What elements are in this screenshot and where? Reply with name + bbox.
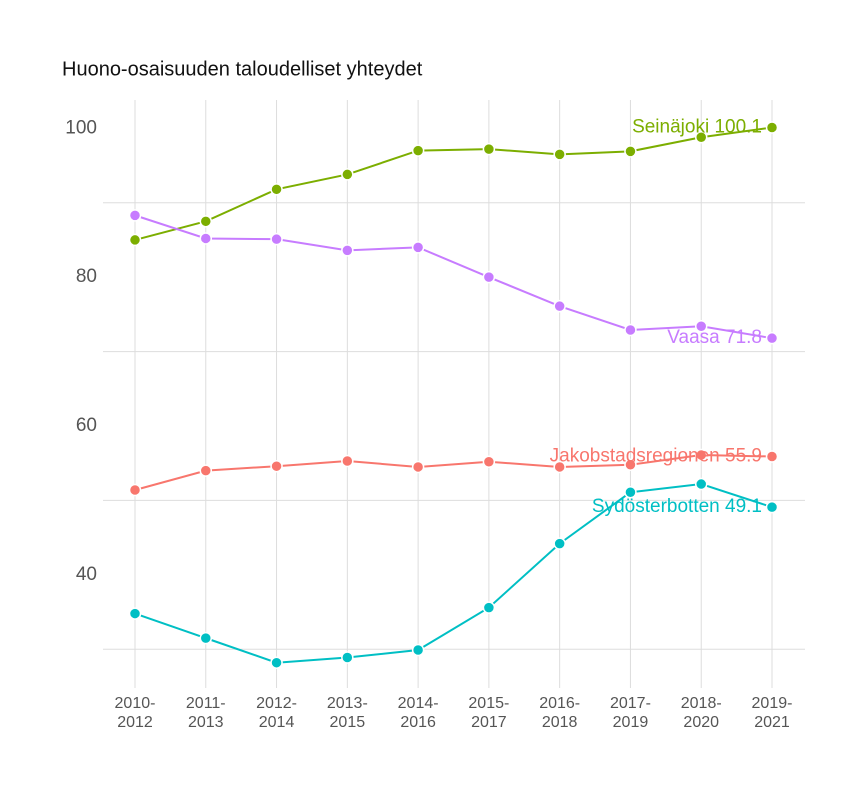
series-line bbox=[134, 483, 773, 664]
point bbox=[694, 130, 708, 144]
point bbox=[482, 142, 496, 156]
x-tick-label: 2017-2019 bbox=[609, 695, 651, 731]
point bbox=[199, 631, 213, 645]
point bbox=[482, 270, 496, 284]
x-tick-label: 2010-2012 bbox=[114, 695, 156, 731]
point bbox=[553, 299, 566, 313]
point bbox=[128, 483, 142, 497]
point bbox=[411, 460, 425, 474]
series-line bbox=[134, 454, 773, 491]
point bbox=[341, 244, 354, 257]
point bbox=[624, 145, 637, 158]
point bbox=[765, 450, 779, 463]
point bbox=[411, 643, 425, 657]
series-label: Jakobstadsregionen 55.9 bbox=[550, 446, 762, 467]
point bbox=[128, 233, 142, 247]
series-line bbox=[134, 214, 773, 340]
x-tick-label: 2012-2014 bbox=[256, 695, 297, 731]
point bbox=[270, 459, 283, 473]
y-tick-label: 60 bbox=[76, 415, 97, 436]
x-tick-label: 2016-2018 bbox=[539, 695, 581, 731]
point bbox=[411, 241, 425, 254]
point bbox=[694, 448, 708, 462]
point bbox=[765, 121, 779, 134]
point bbox=[694, 320, 708, 333]
point bbox=[482, 455, 496, 468]
y-tick-label: 100 bbox=[65, 117, 97, 138]
point bbox=[341, 168, 354, 181]
x-tick-label: 2011-2013 bbox=[185, 695, 226, 731]
point bbox=[553, 460, 566, 474]
point bbox=[553, 537, 566, 550]
point bbox=[553, 148, 566, 161]
point bbox=[128, 209, 142, 222]
point bbox=[765, 500, 779, 514]
point bbox=[341, 651, 354, 664]
x-tick-label: 2014-2016 bbox=[397, 695, 439, 731]
x-tick-label: 2015-2017 bbox=[468, 695, 510, 731]
point bbox=[270, 183, 283, 196]
point bbox=[765, 331, 779, 345]
point bbox=[624, 485, 637, 499]
series-label: Seinäjoki 100.1 bbox=[632, 117, 762, 138]
point bbox=[694, 477, 708, 491]
series-line bbox=[134, 126, 773, 241]
series-label: Sydösterbotten 49.1 bbox=[592, 496, 762, 517]
x-tick-label: 2019-2021 bbox=[751, 695, 793, 731]
point bbox=[624, 458, 637, 471]
series-label: Vaasa 71.8 bbox=[667, 327, 762, 348]
x-tick-label: 2013-2015 bbox=[326, 695, 368, 731]
point bbox=[199, 215, 213, 228]
point bbox=[341, 454, 354, 468]
point bbox=[270, 232, 283, 246]
point bbox=[411, 144, 425, 157]
point bbox=[624, 323, 637, 337]
x-tick-label: 2018-2020 bbox=[680, 695, 722, 731]
point bbox=[128, 607, 142, 620]
point bbox=[199, 464, 213, 477]
y-tick-label: 40 bbox=[76, 564, 97, 585]
point bbox=[270, 656, 283, 669]
point bbox=[199, 232, 213, 245]
y-tick-label: 80 bbox=[76, 266, 97, 287]
point bbox=[482, 601, 496, 614]
chart-title: Huono-osaisuuden taloudelliset yhteydet bbox=[62, 58, 423, 80]
